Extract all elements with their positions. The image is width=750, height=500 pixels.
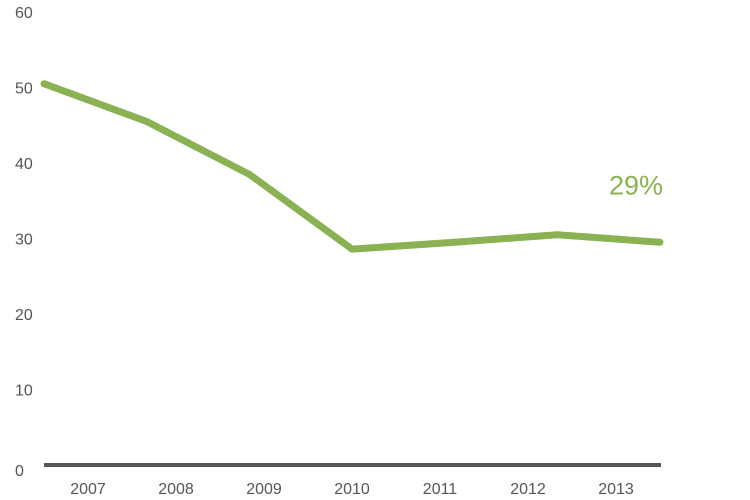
value-annotation: 29% (609, 170, 663, 200)
x-axis-tick-labels: 2007 2008 2009 2010 2011 2012 2013 (70, 481, 634, 498)
x-tick-label: 2009 (246, 481, 282, 498)
data-point (451, 238, 459, 246)
y-tick-label: 10 (15, 383, 33, 400)
y-tick-label: 20 (15, 307, 33, 324)
data-point (348, 245, 356, 253)
y-tick-label: 40 (15, 156, 33, 173)
data-points (40, 80, 664, 253)
series-line (42, 80, 661, 253)
data-point (143, 117, 151, 125)
x-tick-label: 2007 (70, 481, 106, 498)
data-point (656, 238, 664, 246)
y-tick-label: 30 (15, 232, 33, 249)
y-tick-label: 0 (15, 463, 24, 480)
y-tick-label: 60 (15, 5, 33, 22)
x-tick-label: 2011 (423, 481, 458, 498)
x-tick-label: 2008 (158, 481, 194, 498)
y-tick-label: 50 (15, 81, 33, 98)
x-tick-label: 2010 (334, 481, 370, 498)
data-point (245, 170, 253, 178)
x-tick-label: 2012 (510, 481, 546, 498)
y-axis-tick-labels: 0 10 20 30 40 50 60 (15, 5, 33, 480)
data-point (40, 80, 48, 88)
data-point (553, 231, 561, 239)
x-tick-label: 2013 (598, 481, 634, 498)
